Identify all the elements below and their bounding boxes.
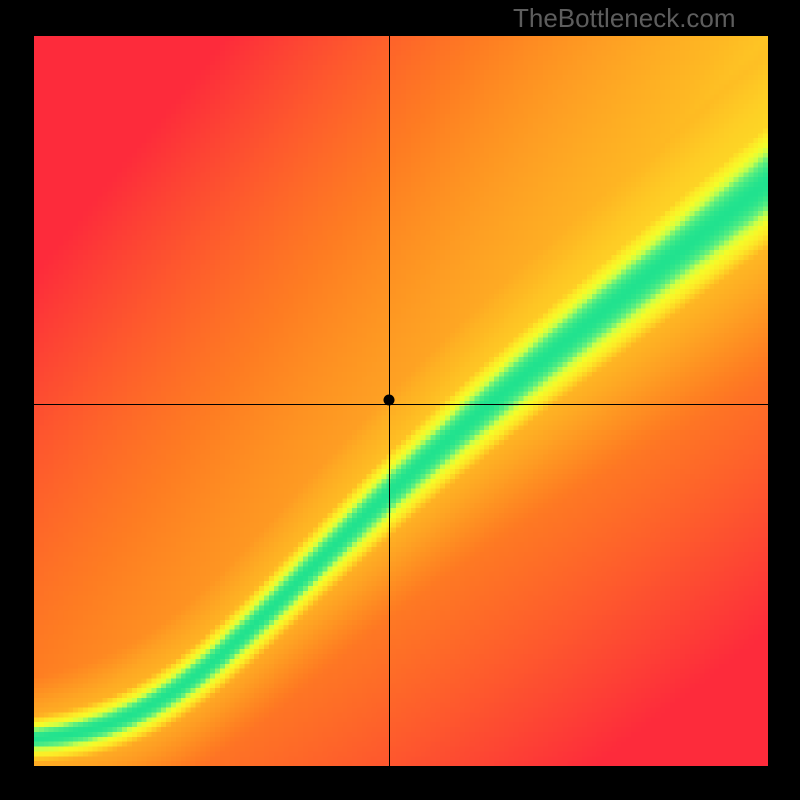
selected-point-marker: [384, 394, 395, 405]
watermark-label: TheBottleneck.com: [513, 3, 736, 34]
crosshair-horizontal: [34, 404, 768, 405]
bottleneck-heatmap: [34, 36, 768, 766]
